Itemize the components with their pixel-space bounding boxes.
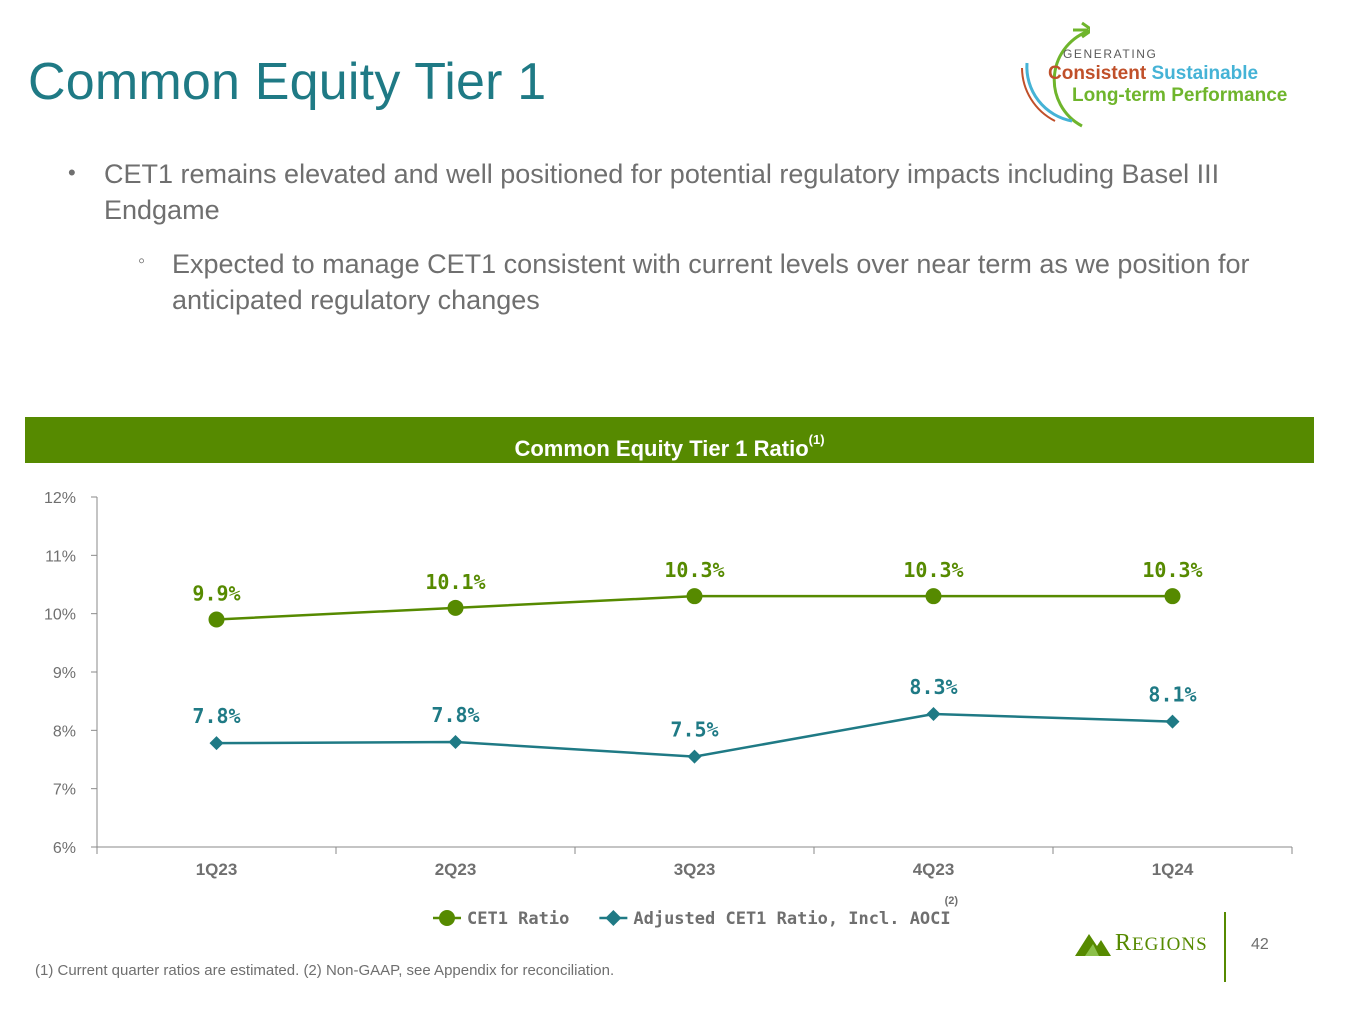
data-label: 8.1% bbox=[1148, 683, 1196, 707]
data-point bbox=[926, 707, 941, 721]
data-point bbox=[208, 611, 225, 628]
bullet-level2: Expected to manage CET1 consistent with … bbox=[172, 249, 1250, 315]
x-tick-label: 3Q23 bbox=[674, 860, 716, 879]
y-tick-label: 11% bbox=[45, 548, 76, 565]
data-point bbox=[1165, 714, 1180, 729]
logo-tagline-line1: Consistent Sustainable bbox=[1048, 63, 1258, 85]
y-tick-label: 6% bbox=[53, 840, 76, 857]
data-point bbox=[209, 736, 224, 751]
chart-header: Common Equity Tier 1 Ratio(1) bbox=[25, 417, 1314, 463]
data-label: 10.3% bbox=[664, 558, 724, 582]
logo-tagline-line2: Long-term Performance bbox=[1072, 85, 1288, 106]
page-number: 42 bbox=[1251, 936, 1269, 953]
chart-header-title: Common Equity Tier 1 Ratio bbox=[514, 436, 809, 461]
legend-label: Adjusted CET1 Ratio, Incl. AOCI bbox=[633, 909, 950, 929]
bullet-dot: • bbox=[68, 160, 76, 185]
sub-bullet-circle: ◦ bbox=[138, 250, 146, 272]
logo-arc-icon bbox=[1021, 21, 1090, 128]
regions-pyramid-icon bbox=[1075, 934, 1111, 956]
data-label: 10.3% bbox=[903, 558, 963, 582]
regions-wordmark-rest: EGIONS bbox=[1132, 934, 1208, 955]
footnote: (1) Current quarter ratios are estimated… bbox=[35, 962, 615, 979]
page-title: Common Equity Tier 1 bbox=[28, 53, 547, 111]
footer-divider bbox=[1224, 912, 1226, 982]
y-tick-label: 9% bbox=[53, 665, 76, 682]
chart-header-footnote-ref: (1) bbox=[808, 432, 825, 447]
data-label: 8.3% bbox=[909, 675, 957, 699]
data-label: 10.1% bbox=[425, 570, 485, 594]
data-label: 10.3% bbox=[1142, 558, 1202, 582]
legend-marker bbox=[439, 910, 455, 926]
data-label: 7.8% bbox=[431, 703, 479, 727]
x-tick-label: 1Q24 bbox=[1152, 860, 1194, 879]
data-point bbox=[447, 599, 464, 616]
bullet-level1: CET1 remains elevated and well positione… bbox=[104, 159, 1220, 225]
data-label: 7.5% bbox=[670, 718, 718, 742]
legend-label: CET1 Ratio bbox=[467, 909, 569, 929]
data-point bbox=[925, 588, 942, 605]
logo-generating-text: GENERATING bbox=[1063, 47, 1158, 61]
logo-sustainable: Sustainable bbox=[1151, 63, 1259, 84]
x-tick-label: 1Q23 bbox=[196, 860, 238, 879]
legend-footnote-ref: (2) bbox=[945, 895, 959, 907]
x-tick-label: 2Q23 bbox=[435, 860, 477, 879]
data-point bbox=[1164, 588, 1181, 605]
data-point bbox=[687, 749, 702, 764]
data-label: 7.8% bbox=[192, 704, 240, 728]
logo-consistent: Consistent bbox=[1048, 63, 1147, 84]
legend-marker bbox=[605, 910, 622, 926]
regions-wordmark: REGIONS bbox=[1115, 930, 1208, 956]
data-label: 9.9% bbox=[192, 582, 240, 606]
y-tick-label: 10% bbox=[44, 607, 76, 624]
data-point bbox=[686, 588, 703, 605]
y-tick-label: 8% bbox=[53, 723, 76, 740]
data-point bbox=[448, 735, 463, 749]
x-tick-label: 4Q23 bbox=[913, 860, 955, 879]
y-tick-label: 7% bbox=[53, 782, 76, 799]
generating-logo: GENERATING Consistent Sustainable Long-t… bbox=[1010, 18, 1330, 133]
y-tick-label: 12% bbox=[44, 490, 76, 507]
